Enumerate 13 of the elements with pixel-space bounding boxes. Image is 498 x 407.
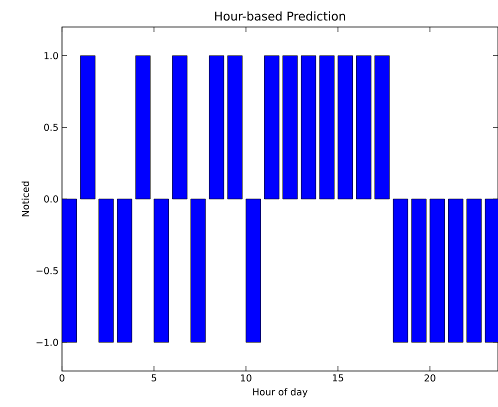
- y-axis-title: Noticed: [22, 182, 30, 216]
- y-tick-label: −0.5: [36, 267, 58, 274]
- y-tick-label: −1.0: [36, 338, 58, 346]
- chart-title: Hour-based Prediction: [215, 11, 346, 21]
- y-tick-label: 1.0: [44, 52, 58, 60]
- y-tick-label: 0.0: [44, 195, 58, 203]
- x-tick-label: 5: [152, 374, 156, 382]
- x-axis-title: Hour of day: [253, 388, 308, 398]
- x-tick-label: 20: [424, 374, 436, 382]
- x-tick-label: 15: [332, 374, 344, 382]
- y-tick-label: 0.5: [44, 124, 58, 131]
- x-tick-label: 0: [60, 374, 64, 382]
- x-tick-label: 10: [240, 374, 252, 382]
